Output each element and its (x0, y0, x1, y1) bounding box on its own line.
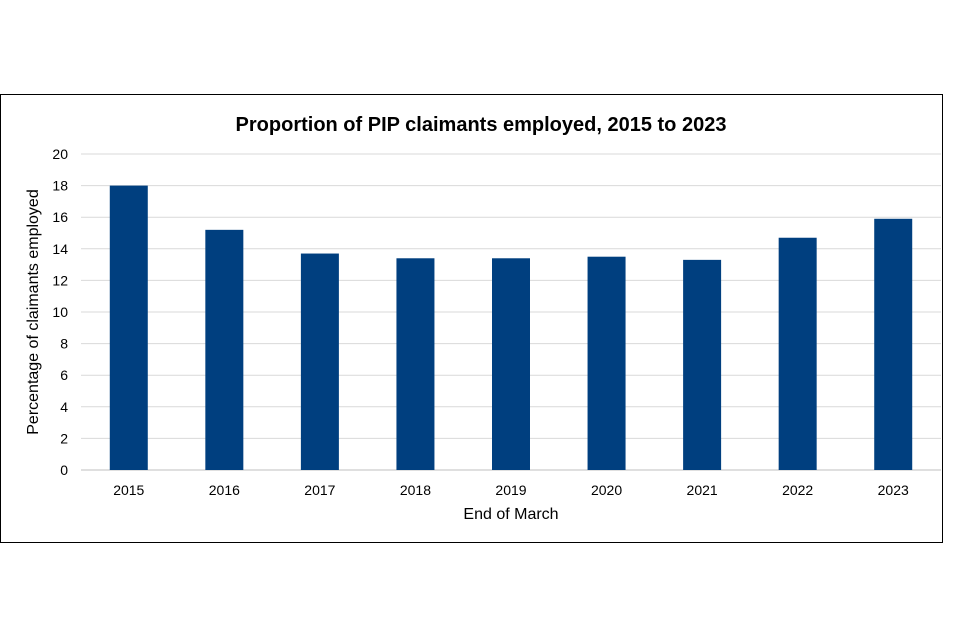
x-tick-label: 2018 (400, 482, 431, 498)
x-tick-label: 2015 (113, 482, 144, 498)
bar-2017 (300, 253, 339, 470)
y-tick-label: 10 (52, 304, 68, 320)
y-tick-label: 2 (60, 430, 68, 446)
y-tick-label: 6 (60, 367, 68, 383)
bar-2018 (396, 258, 435, 470)
bar-2022 (778, 237, 817, 470)
x-tick-label: 2022 (782, 482, 813, 498)
bar-2015 (109, 185, 148, 470)
y-tick-label: 18 (52, 178, 68, 194)
bar-2019 (492, 258, 530, 470)
x-tick-label: 2021 (687, 482, 718, 498)
bar-2016 (205, 229, 244, 470)
bar-2021 (683, 259, 722, 470)
bar-2020 (587, 256, 626, 470)
x-tick-label: 2020 (591, 482, 622, 498)
y-tick-label: 4 (60, 399, 68, 415)
x-tick-label: 2016 (209, 482, 240, 498)
chart-title: Proportion of PIP claimants employed, 20… (236, 114, 727, 136)
x-tick-labels: 2015 2016 2017 2018 2019 2020 2021 2022 2023 (113, 482, 909, 498)
y-tick-label: 20 (52, 146, 68, 162)
y-tick-label: 8 (60, 336, 68, 352)
y-tick-label: 14 (52, 241, 68, 257)
x-axis-title: End of March (463, 506, 558, 523)
y-tick-labels: 0 2 4 6 8 10 12 14 16 18 20 (52, 146, 68, 478)
x-tick-label: 2023 (878, 482, 909, 498)
y-tick-label: 12 (52, 272, 68, 288)
y-tick-label: 0 (60, 462, 68, 478)
y-tick-label: 16 (52, 209, 68, 225)
chart-frame: Proportion of PIP claimants employed, 20… (0, 94, 943, 543)
y-axis-title: Percentage of claimants employed (25, 189, 42, 434)
x-tick-label: 2017 (304, 482, 335, 498)
bar-2023 (874, 218, 913, 470)
bar-chart: Proportion of PIP claimants employed, 20… (25, 114, 941, 523)
x-tick-label: 2019 (495, 482, 526, 498)
bars (109, 185, 913, 470)
